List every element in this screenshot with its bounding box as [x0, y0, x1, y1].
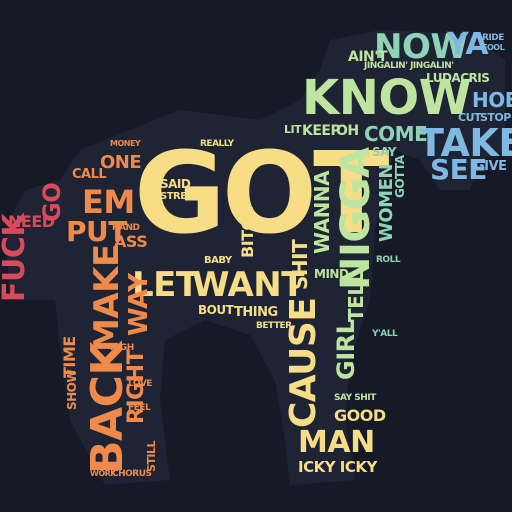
word-icky: ICKY ICKY — [298, 458, 377, 476]
word-money: MONEY — [110, 139, 141, 148]
word-now: NOW — [374, 27, 468, 67]
word-girl: GIRL — [332, 319, 360, 380]
word-cause: CAUSE — [283, 297, 324, 428]
word-stop: STOP — [480, 111, 511, 124]
word-want: WANT — [192, 265, 304, 305]
word-yall: Y'ALL — [372, 329, 398, 339]
word-street: STREET — [160, 191, 200, 202]
word-em: EM — [82, 183, 135, 221]
word-cut: CUT — [458, 111, 482, 124]
word-fool: FOOL — [482, 43, 505, 52]
word-call: CALL — [72, 167, 107, 182]
word-ya: YA — [447, 27, 489, 62]
word-put: PUT — [66, 215, 127, 248]
word-work: WORK — [90, 469, 116, 478]
word-way: WAY — [124, 273, 154, 336]
word-ludacris: LUDACRIS — [426, 71, 490, 85]
word-aint: AIN'T — [348, 49, 388, 65]
word-need: NEED — [8, 212, 55, 231]
word-say-shit: SAY SHIT — [334, 393, 376, 403]
word-show: SHOW — [65, 369, 79, 410]
word-feel: FEEL — [128, 403, 151, 413]
word-give: GIVE — [474, 159, 507, 174]
word-know: KNOW — [302, 70, 472, 126]
word-fuck: FUCK — [0, 213, 32, 302]
word-got: GOT — [134, 129, 390, 259]
word-said: SAID — [160, 177, 191, 191]
word-better: BETTER — [256, 321, 292, 331]
word-come: COME — [364, 122, 428, 146]
word-jingalin: JINGALIN' JINGALIN' — [364, 61, 454, 71]
word-love: LOVE — [128, 379, 152, 389]
word-one: ONE — [100, 152, 142, 173]
word-man: MAN — [298, 425, 375, 460]
word-ass: ASS — [114, 232, 148, 251]
horse-body-shape — [5, 30, 505, 485]
word-still: STILL — [145, 440, 158, 472]
word-make: MAKE — [87, 244, 127, 352]
word-ride: RIDE — [482, 33, 504, 43]
word-hoe: HOE — [472, 88, 512, 112]
word-oh: OH — [336, 123, 359, 139]
word-good: GOOD — [334, 406, 386, 425]
word-really: REALLY — [200, 139, 234, 149]
word-gotta: GOTTA — [393, 155, 407, 198]
word-wanna: WANNA — [310, 170, 334, 254]
word-keep: KEEP — [302, 123, 341, 139]
word-bitch: BITCH — [238, 206, 257, 258]
word-thing: THING — [234, 305, 278, 320]
word-hand: HAND — [112, 223, 140, 233]
word-high: HIGH — [110, 343, 134, 353]
word-baby: BABY — [204, 255, 232, 266]
word-roll: ROLL — [376, 255, 401, 265]
word-let: LET — [132, 265, 199, 305]
word-take: TAKE — [418, 121, 512, 165]
word-mind: MIND — [314, 267, 349, 281]
word-say: SAY — [372, 145, 396, 159]
word-tell: TELL — [344, 271, 368, 322]
word-bout: BOUT — [198, 303, 234, 317]
word-chorus: CHORUS — [112, 469, 152, 479]
word-see: SEE — [430, 153, 487, 186]
word-lit: LIT — [284, 123, 302, 136]
